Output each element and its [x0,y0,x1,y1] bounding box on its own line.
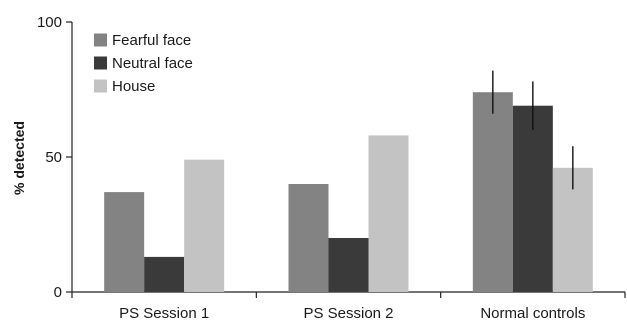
legend-label: Fearful face [112,32,191,49]
y-tick-label: 50 [45,149,62,166]
x-axis: PS Session 1 PS Session 2 Normal controls [71,291,626,322]
y-axis: 0 50 100 [37,14,73,301]
bar [184,159,225,292]
bars [104,92,593,292]
bar [328,238,369,292]
legend-swatch [94,56,107,70]
x-category-label: Normal controls [480,305,585,322]
legend: Fearful face Neutral face House [94,32,193,95]
x-category-label: PS Session 1 [119,305,209,322]
legend-label: Neutral face [112,55,193,72]
bar [144,256,185,292]
error-bars [492,70,574,190]
bar [512,105,553,292]
legend-label: House [112,78,155,95]
bar [368,135,409,292]
bar [104,192,145,292]
bar [288,184,329,292]
y-tick-label: 100 [37,14,62,31]
bar [472,92,513,292]
y-tick-label: 0 [54,284,62,301]
x-category-label: PS Session 2 [303,305,393,322]
legend-swatch [94,79,107,93]
legend-swatch [94,33,107,47]
y-axis-title: % detected [11,121,27,195]
